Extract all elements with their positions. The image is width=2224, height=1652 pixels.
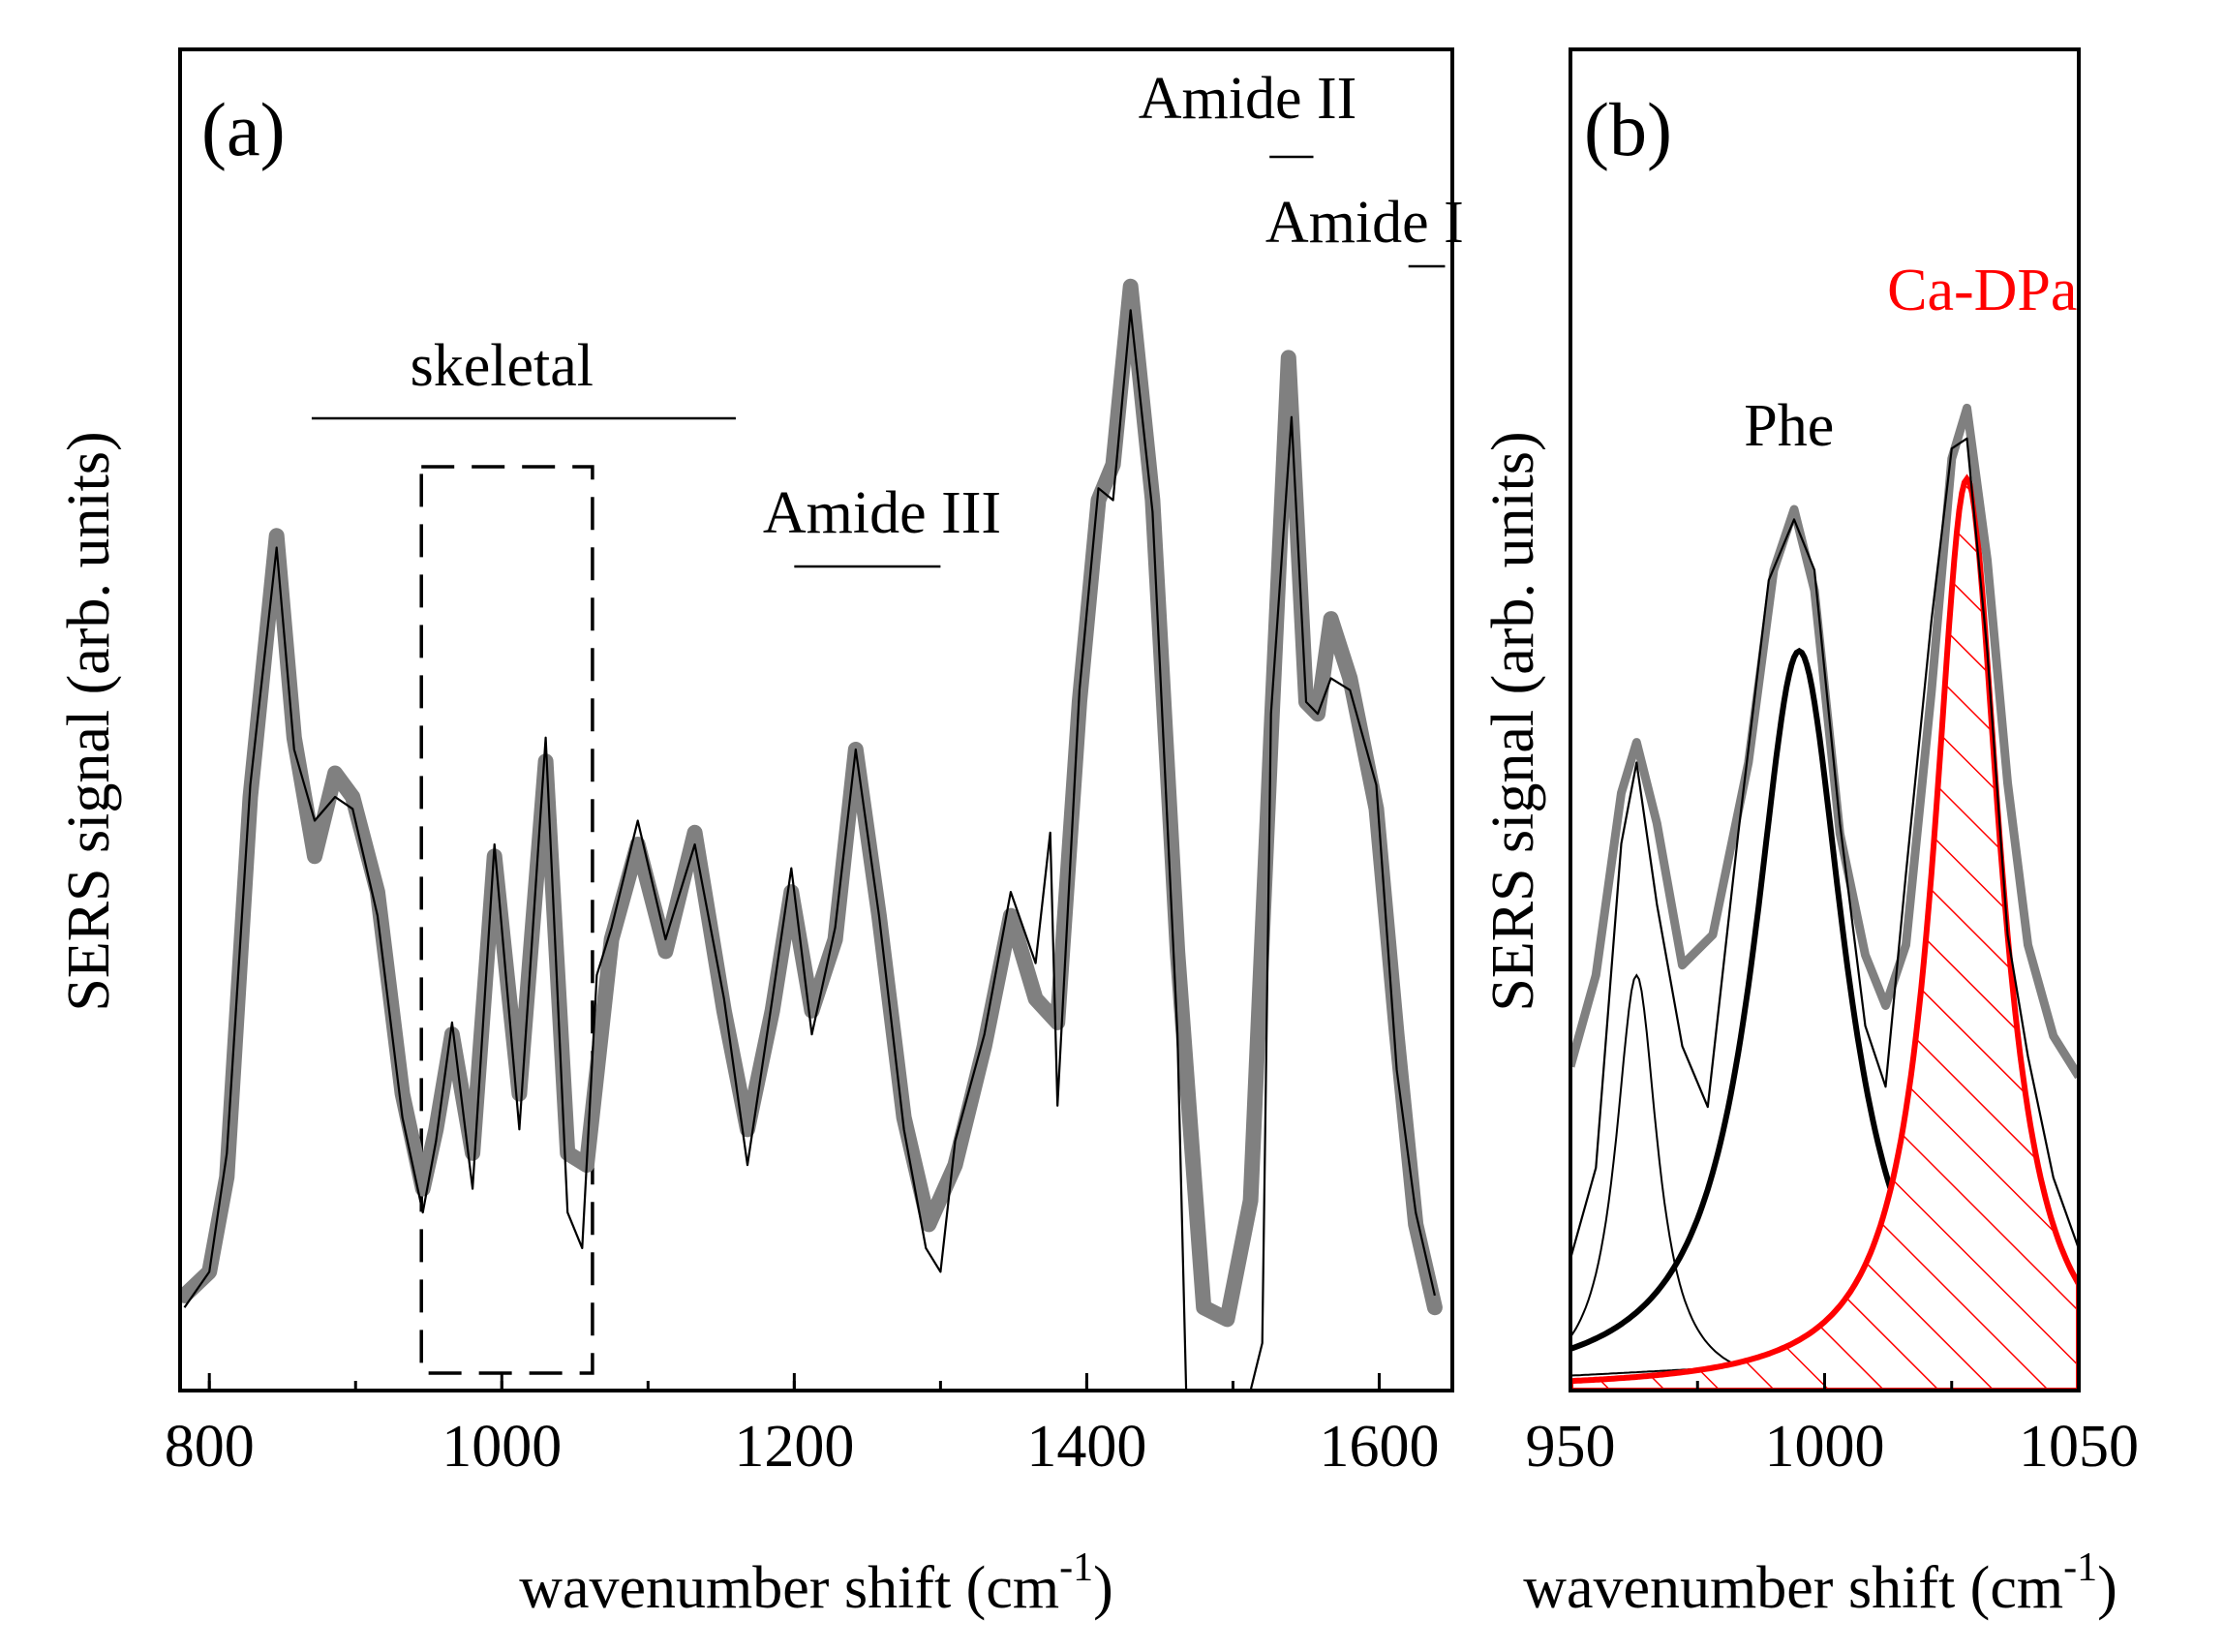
raw-spectrum-line: [1570, 437, 2079, 1260]
annotation-label: Amide I: [1265, 190, 1464, 256]
panel-b-y-axis-title: SERS signal (arb. units): [1480, 431, 1546, 1011]
x-tick-label: 1200: [734, 1414, 854, 1480]
panel-b-label: (b): [1584, 87, 1672, 171]
skeletal-region-box: [419, 465, 594, 1375]
smoothed-spectrum-line: [1570, 403, 2079, 1080]
x-tick-label: 1000: [442, 1414, 562, 1480]
x-tick-label: 950: [1526, 1414, 1616, 1480]
panel-a-frame: [178, 47, 1454, 1392]
panel-b-x-axis-title: wavenumber shift (cm-1): [1523, 1545, 2117, 1621]
panel-b: 950 1000 1050 (b) Phe Ca-DPa SERS signal (a…: [1480, 47, 2139, 1621]
panel-a-x-axis-title-close: ): [1093, 1555, 1113, 1621]
x-tick-label: 1600: [1319, 1414, 1439, 1480]
annotation-label: Ca-DPa: [1887, 258, 2077, 323]
x-tick-label: 800: [165, 1414, 255, 1480]
lorentzian-component-3: [1570, 474, 2079, 1391]
panel-a: 800 1000 1200 1400 1600 (a) skeletal Amide II…: [56, 47, 1464, 1621]
panel-a-label: (a): [201, 87, 286, 171]
panel-b-x-axis-title-close: ): [2097, 1555, 2117, 1621]
panel-a-plot-area: [180, 278, 1443, 1391]
panel-b-x-ticks: 950 1000 1050: [1526, 1373, 2139, 1480]
annotation-label: skeletal: [411, 333, 594, 399]
annotation-label: Amide III: [763, 480, 1001, 546]
x-tick-label: 1000: [1765, 1414, 1885, 1480]
panel-b-x-axis-title-superscript: -1: [2063, 1545, 2097, 1590]
panel-a-x-ticks: 800 1000 1200 1400 1600: [165, 1373, 1439, 1480]
panel-a-x-axis-title-superscript: -1: [1059, 1545, 1093, 1590]
x-tick-label: 1400: [1026, 1414, 1146, 1480]
panel-a-x-axis-title: wavenumber shift (cm-1): [519, 1545, 1112, 1621]
smoothed-spectrum-line: [180, 278, 1443, 1328]
raw-spectrum-line: [183, 309, 1436, 1391]
panel-b-annotations: Phe Ca-DPa: [1744, 258, 2077, 459]
annotation-label: Phe: [1744, 393, 1834, 459]
panel-a-annotations: skeletal Amide III Amide II Amide I: [311, 66, 1464, 568]
panel-a-y-axis-title: SERS signal (arb. units): [56, 431, 122, 1011]
x-tick-label: 1050: [2019, 1414, 2139, 1480]
panel-b-x-axis-title-text: wavenumber shift (cm: [1523, 1555, 2063, 1621]
panel-b-plot-area: [1570, 403, 2079, 1391]
annotation-label: Amide II: [1139, 66, 1357, 132]
panel-a-x-axis-title-text: wavenumber shift (cm: [519, 1555, 1059, 1621]
